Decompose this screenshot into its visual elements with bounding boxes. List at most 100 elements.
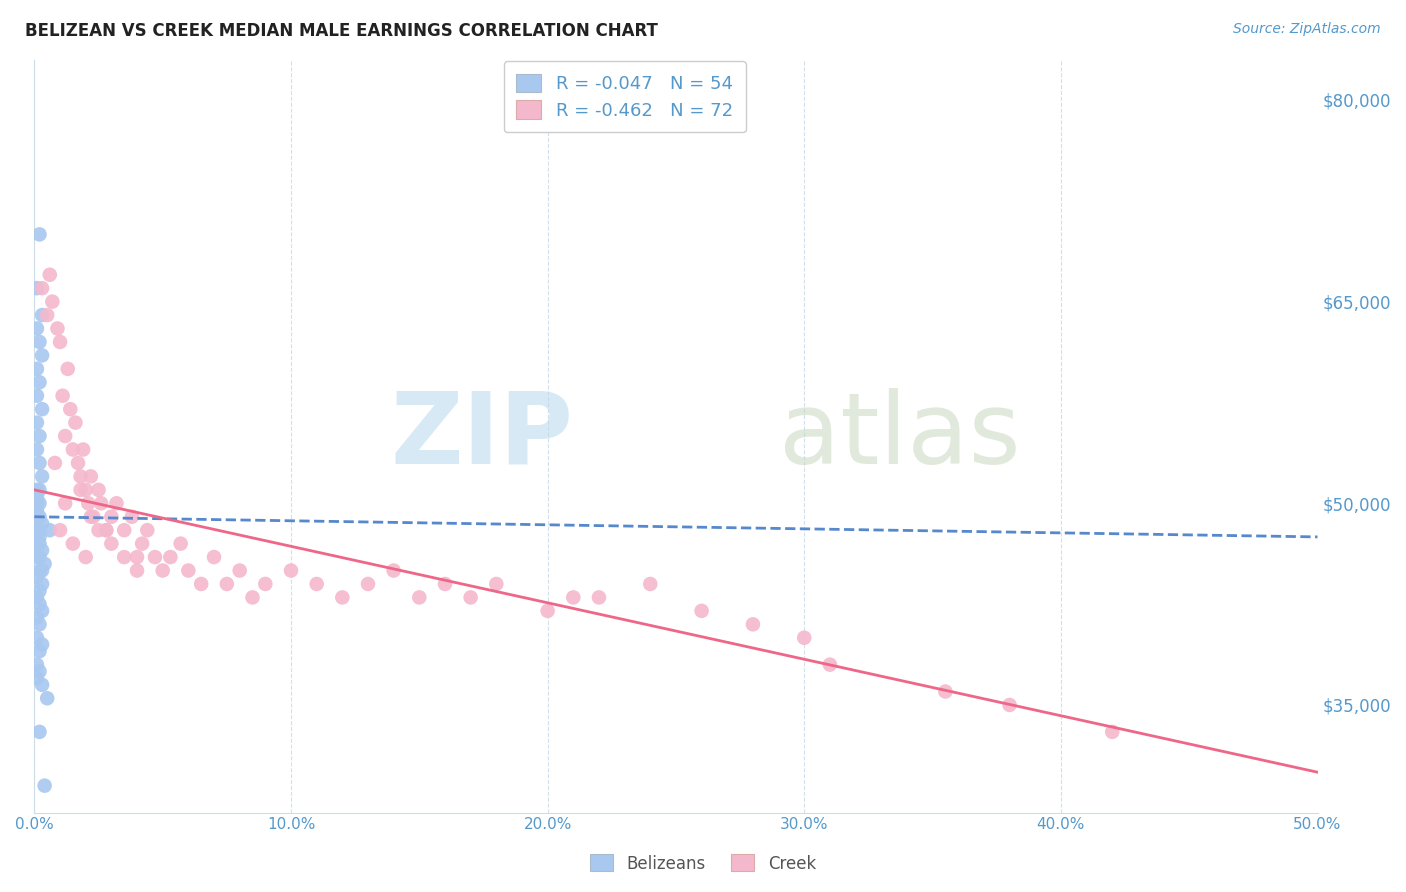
Point	[82, 509, 104, 524]
Point	[90, 496, 112, 510]
Point	[31, 308, 53, 322]
Point	[49, 523, 72, 537]
Point	[31, 469, 53, 483]
Point	[382, 564, 405, 578]
Point	[34, 779, 56, 793]
Point	[25, 362, 48, 376]
Point	[31, 402, 53, 417]
Point	[28, 429, 51, 443]
Point	[28, 583, 51, 598]
Point	[69, 469, 91, 483]
Point	[31, 638, 53, 652]
Point	[25, 490, 48, 504]
Point	[112, 550, 135, 565]
Point	[25, 536, 48, 550]
Point	[37, 691, 59, 706]
Point	[998, 698, 1021, 712]
Point	[228, 564, 250, 578]
Point	[25, 550, 48, 565]
Point	[125, 550, 148, 565]
Point	[37, 308, 59, 322]
Point	[485, 577, 508, 591]
Point	[280, 564, 302, 578]
Text: ZIP: ZIP	[391, 387, 574, 484]
Point	[80, 469, 103, 483]
Point	[100, 536, 122, 550]
Point	[25, 442, 48, 457]
Point	[25, 570, 48, 584]
Point	[75, 483, 97, 497]
Point	[254, 577, 277, 591]
Point	[66, 456, 89, 470]
Point	[75, 550, 97, 565]
Point	[1101, 724, 1123, 739]
Point	[38, 523, 60, 537]
Point	[640, 577, 662, 591]
Point	[80, 509, 103, 524]
Point	[112, 523, 135, 537]
Point	[305, 577, 328, 591]
Point	[28, 376, 51, 390]
Point	[69, 483, 91, 497]
Point	[100, 509, 122, 524]
Point	[28, 536, 51, 550]
Point	[31, 604, 53, 618]
Text: BELIZEAN VS CREEK MEDIAN MALE EARNINGS CORRELATION CHART: BELIZEAN VS CREEK MEDIAN MALE EARNINGS C…	[25, 22, 658, 40]
Point	[25, 503, 48, 517]
Point	[59, 402, 82, 417]
Point	[330, 591, 353, 605]
Point	[62, 536, 84, 550]
Point	[25, 389, 48, 403]
Point	[72, 442, 94, 457]
Point	[31, 577, 53, 591]
Point	[202, 550, 225, 565]
Point	[562, 591, 585, 605]
Point	[190, 577, 212, 591]
Point	[934, 684, 956, 698]
Point	[460, 591, 482, 605]
Point	[818, 657, 841, 672]
Point	[25, 671, 48, 685]
Point	[25, 321, 48, 335]
Point	[46, 321, 69, 335]
Point	[28, 227, 51, 242]
Point	[177, 564, 200, 578]
Point	[408, 591, 430, 605]
Point	[41, 294, 63, 309]
Point	[433, 577, 456, 591]
Point	[25, 523, 48, 537]
Point	[62, 442, 84, 457]
Point	[65, 416, 87, 430]
Point	[28, 334, 51, 349]
Point	[31, 564, 53, 578]
Point	[28, 724, 51, 739]
Point	[242, 591, 264, 605]
Point	[53, 496, 76, 510]
Point	[28, 509, 51, 524]
Point	[25, 416, 48, 430]
Legend: R = -0.047   N = 54, R = -0.462   N = 72: R = -0.047 N = 54, R = -0.462 N = 72	[503, 61, 745, 132]
Point	[588, 591, 610, 605]
Point	[25, 483, 48, 497]
Point	[31, 516, 53, 531]
Point	[357, 577, 380, 591]
Point	[143, 550, 166, 565]
Point	[28, 530, 51, 544]
Point	[131, 536, 153, 550]
Point	[31, 281, 53, 295]
Point	[25, 509, 48, 524]
Point	[25, 631, 48, 645]
Point	[28, 496, 51, 510]
Point	[28, 483, 51, 497]
Point	[169, 536, 191, 550]
Point	[742, 617, 765, 632]
Point	[793, 631, 815, 645]
Point	[28, 550, 51, 565]
Point	[77, 496, 100, 510]
Point	[53, 429, 76, 443]
Point	[28, 456, 51, 470]
Point	[121, 509, 143, 524]
Text: atlas: atlas	[779, 387, 1021, 484]
Point	[25, 496, 48, 510]
Point	[44, 456, 66, 470]
